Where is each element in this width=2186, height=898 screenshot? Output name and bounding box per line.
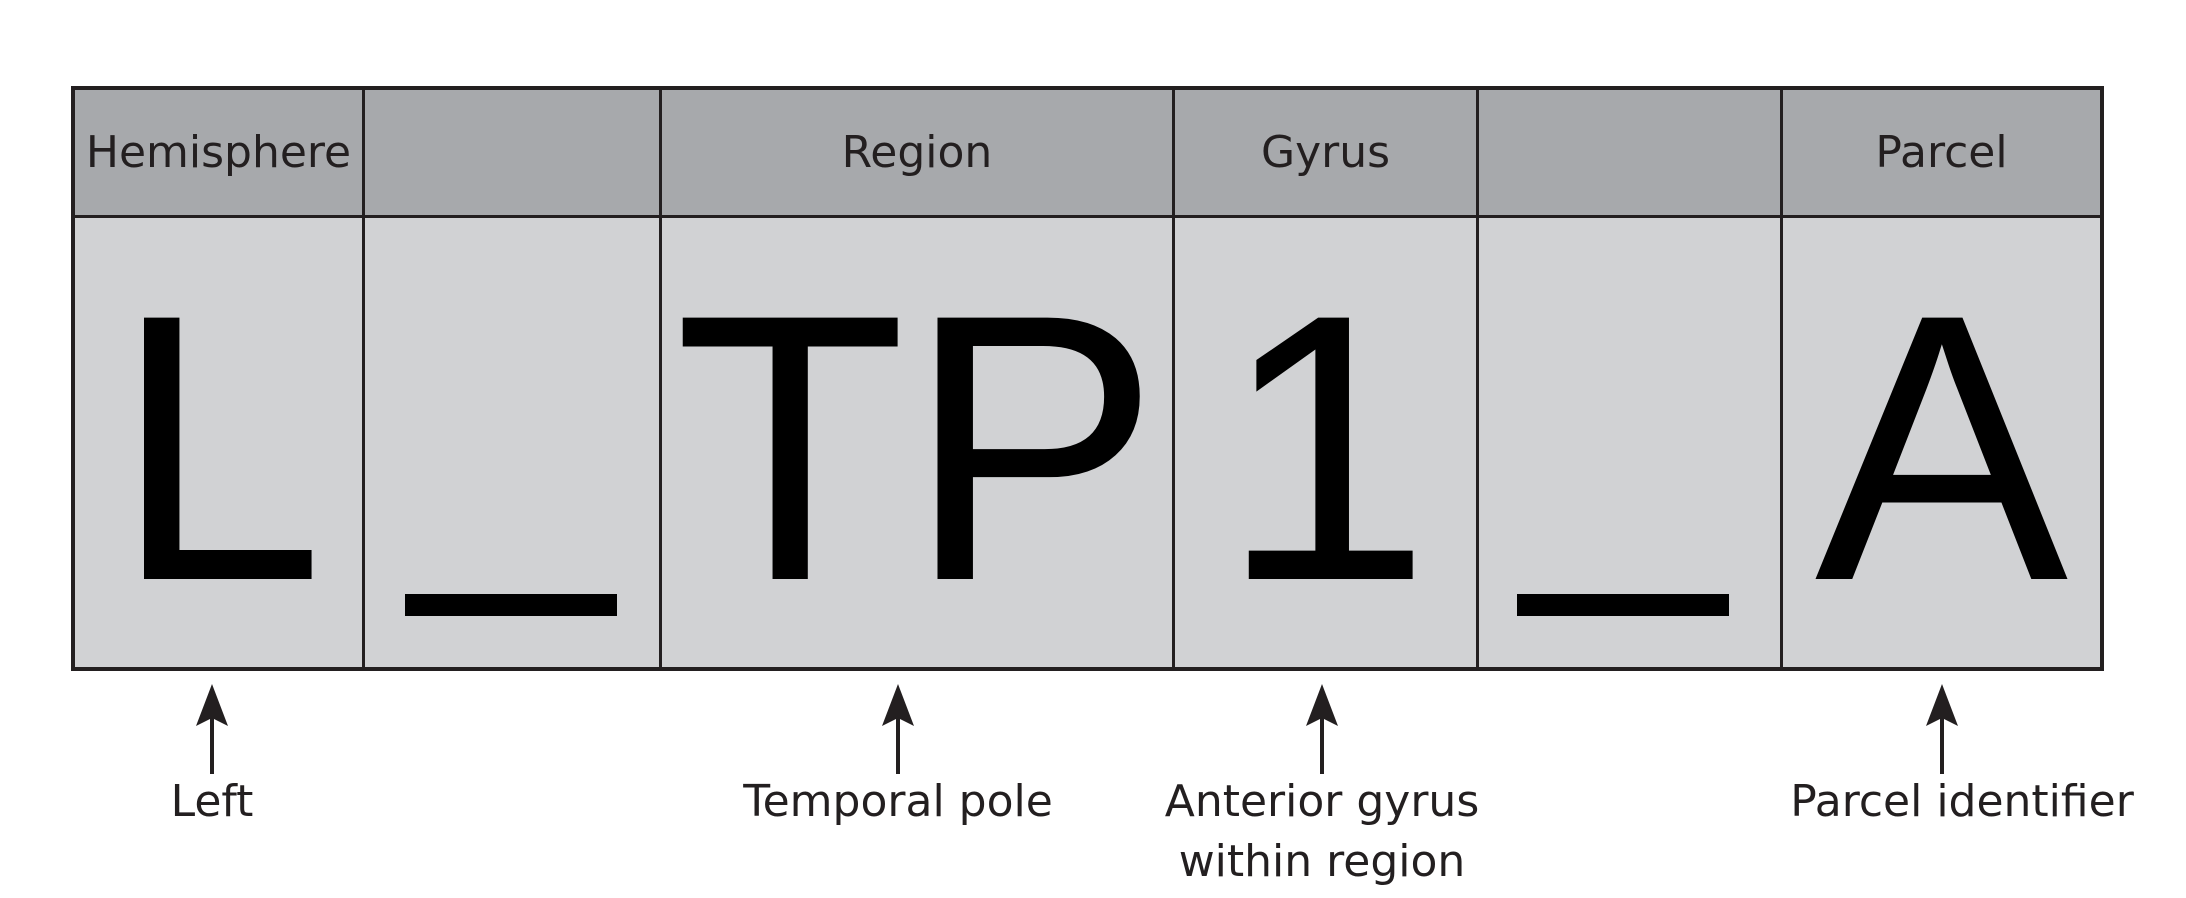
gyrus-annotation-line1: Anterior gyrus xyxy=(1164,776,1480,827)
gyrus-header: Gyrus xyxy=(1175,90,1476,218)
separator-column-1 xyxy=(365,90,662,667)
gyrus-cell: 1 xyxy=(1175,218,1476,667)
separator-header-2 xyxy=(1479,90,1780,218)
separator-cell-2 xyxy=(1479,218,1780,667)
separator-cell-1 xyxy=(365,218,659,667)
arrow-up-icon xyxy=(1926,684,1958,774)
region-column: Region TP xyxy=(662,90,1175,667)
gyrus-code: 1 xyxy=(1219,235,1432,660)
separator-header-1 xyxy=(365,90,659,218)
region-header: Region xyxy=(662,90,1172,218)
separator-column-2 xyxy=(1479,90,1783,667)
region-cell: TP xyxy=(662,218,1172,667)
gyrus-column: Gyrus 1 xyxy=(1175,90,1479,667)
underscore-separator-1 xyxy=(405,594,617,616)
hemisphere-header: Hemisphere xyxy=(75,90,362,218)
parcel-code: A xyxy=(1814,235,2069,660)
arrow-up-icon xyxy=(882,684,914,774)
naming-table: Hemisphere L Region TP Gyrus 1 xyxy=(71,86,2104,671)
region-annotation: Temporal pole xyxy=(743,776,1053,827)
hemisphere-column: Hemisphere L xyxy=(75,90,365,667)
parcel-cell: A xyxy=(1783,218,2100,667)
parcel-annotation: Parcel identifier xyxy=(1790,776,2134,827)
parcel-column: Parcel A xyxy=(1783,90,2100,667)
region-code: TP xyxy=(674,235,1160,660)
parcel-header: Parcel xyxy=(1783,90,2100,218)
arrow-up-icon xyxy=(196,684,228,774)
hemisphere-cell: L xyxy=(75,218,362,667)
gyrus-annotation-line2: within region xyxy=(1178,836,1466,887)
underscore-separator-2 xyxy=(1517,594,1729,616)
hemisphere-annotation: Left xyxy=(170,776,254,827)
arrow-up-icon xyxy=(1306,684,1338,774)
hemisphere-code: L xyxy=(112,235,325,660)
